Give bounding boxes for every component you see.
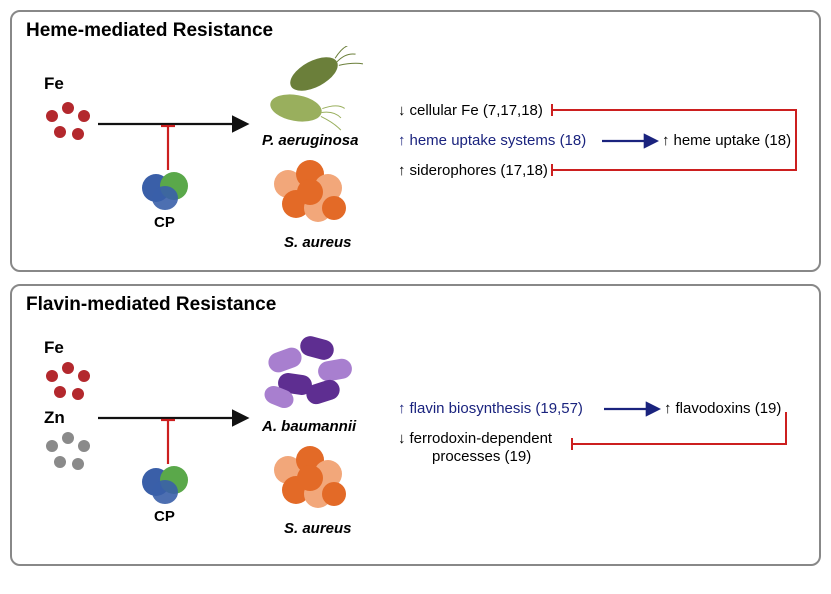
line-cellular-fe: ↓cellular Fe (7,17,18) — [398, 102, 543, 119]
fe-dot — [46, 370, 58, 382]
saureus-label-1: S. aureus — [284, 234, 352, 251]
up-arrow-icon: ↑ — [662, 132, 670, 149]
navy-arrow-1 — [600, 132, 664, 150]
abaumannii-icon — [254, 330, 364, 418]
up-arrow-icon: ↑ — [398, 400, 406, 417]
panel-heme-body: Fe CP — [26, 46, 805, 256]
zn-dot — [62, 432, 74, 444]
cp-inhibit — [160, 122, 176, 170]
cp-cluster — [136, 166, 196, 212]
line-ferrodoxin-b: processes (19) — [432, 448, 531, 465]
up-arrow-icon: ↑ — [398, 162, 406, 179]
down-arrow-icon: ↓ — [398, 102, 406, 119]
line-siderophores: ↑siderophores (17,18) — [398, 162, 548, 179]
fe-dot — [62, 362, 74, 374]
fe-label: Fe — [44, 74, 64, 94]
cp-label-2: CP — [154, 508, 175, 525]
line-heme-uptake-sys: ↑heme uptake systems (18) — [398, 132, 586, 149]
fe-dot — [54, 126, 66, 138]
line-cellular-fe-text: cellular Fe (7,17,18) — [410, 102, 543, 119]
panel-heme-title: Heme-mediated Resistance — [26, 20, 805, 42]
zn-dot — [78, 440, 90, 452]
saureus-label-2: S. aureus — [284, 520, 352, 537]
line-ferrodoxin-text-a: ferrodoxin-dependent — [410, 430, 553, 447]
panel-flavin: Flavin-mediated Resistance Fe Zn CP — [10, 284, 821, 566]
line-heme-uptake-right: ↑heme uptake (18) — [662, 132, 791, 149]
zn-dot — [46, 440, 58, 452]
zn-label: Zn — [44, 408, 65, 428]
zn-dot — [72, 458, 84, 470]
main-arrow-2 — [96, 408, 256, 428]
zn-dot — [54, 456, 66, 468]
navy-arrow-2 — [602, 400, 666, 418]
paeruginosa-label: P. aeruginosa — [262, 132, 358, 149]
line-flavin-biosynth: ↑flavin biosynthesis (19,57) — [398, 400, 583, 417]
line-flavodoxins-text: flavodoxins (19) — [676, 400, 782, 417]
down-arrow-icon: ↓ — [398, 430, 406, 447]
panel-heme: Heme-mediated Resistance Fe CP — [10, 10, 821, 272]
line-flavodoxins: ↑flavodoxins (19) — [664, 400, 781, 417]
fe-dot — [62, 102, 74, 114]
paeruginosa-icon — [254, 46, 364, 136]
up-arrow-icon: ↑ — [664, 400, 672, 417]
fe-dot — [78, 370, 90, 382]
saureus-icon-1 — [266, 158, 356, 236]
fe-dot — [46, 110, 58, 122]
line-siderophores-text: siderophores (17,18) — [410, 162, 548, 179]
line-ferrodoxin: ↓ferrodoxin-dependent — [398, 430, 552, 447]
abaumannii-label: A. baumannii — [262, 418, 356, 435]
line-heme-uptake-right-text: heme uptake (18) — [674, 132, 792, 149]
line-heme-uptake-sys-text: heme uptake systems (18) — [410, 132, 587, 149]
line-ferrodoxin-text-b: processes (19) — [432, 448, 531, 465]
cp-label: CP — [154, 214, 175, 231]
saureus-icon-2 — [266, 444, 356, 522]
fe-dot — [54, 386, 66, 398]
panel-flavin-body: Fe Zn CP — [26, 320, 805, 550]
fe-dot — [78, 110, 90, 122]
up-arrow-icon: ↑ — [398, 132, 406, 149]
fe-dot — [72, 128, 84, 140]
line-flavin-biosynth-text: flavin biosynthesis (19,57) — [410, 400, 583, 417]
panel-flavin-title: Flavin-mediated Resistance — [26, 294, 805, 316]
cp-cluster-2 — [136, 460, 196, 506]
cp-inhibit-2 — [160, 416, 176, 464]
fe-label-2: Fe — [44, 338, 64, 358]
fe-dot — [72, 388, 84, 400]
main-arrow — [96, 114, 256, 134]
